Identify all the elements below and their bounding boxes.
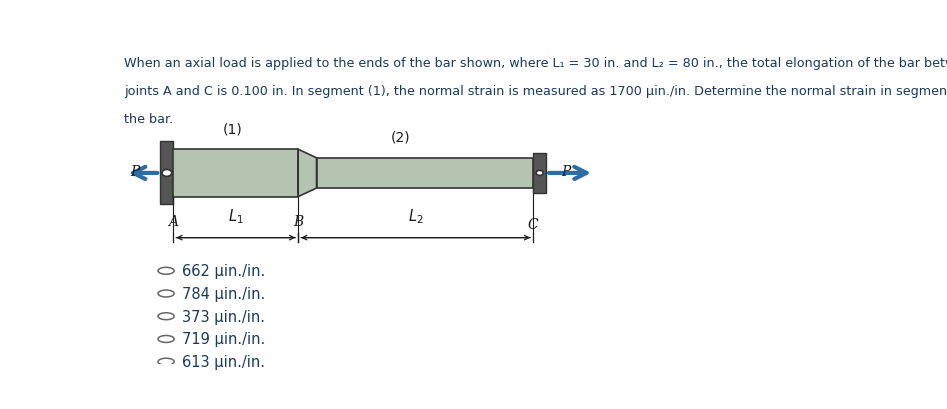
Text: joints A and C is 0.100 in. In segment (1), the normal strain is measured as 170: joints A and C is 0.100 in. In segment (…	[124, 85, 947, 98]
Text: P: P	[562, 165, 571, 179]
Text: $L_2$: $L_2$	[408, 207, 423, 225]
Bar	[173, 150, 298, 197]
Text: C: C	[527, 218, 538, 231]
Circle shape	[158, 267, 174, 274]
Text: 662 μin./in.: 662 μin./in.	[182, 264, 265, 279]
Text: (2): (2)	[391, 130, 411, 144]
Bar	[160, 142, 173, 205]
Circle shape	[158, 313, 174, 320]
Text: 373 μin./in.: 373 μin./in.	[182, 309, 265, 324]
Text: 719 μin./in.: 719 μin./in.	[182, 332, 265, 346]
Circle shape	[158, 336, 174, 343]
Text: 613 μin./in.: 613 μin./in.	[182, 354, 265, 369]
Text: P: P	[130, 165, 139, 179]
Text: B: B	[293, 214, 303, 228]
Polygon shape	[298, 150, 316, 197]
Text: A: A	[169, 214, 178, 228]
Ellipse shape	[536, 171, 544, 176]
Ellipse shape	[162, 170, 171, 177]
Bar	[316, 158, 533, 189]
Text: the bar.: the bar.	[124, 112, 173, 125]
Circle shape	[158, 290, 174, 297]
Circle shape	[158, 358, 174, 365]
Text: (1): (1)	[223, 122, 242, 136]
Text: When an axial load is applied to the ends of the bar shown, where L₁ = 30 in. an: When an axial load is applied to the end…	[124, 57, 947, 70]
Text: 784 μin./in.: 784 μin./in.	[182, 286, 265, 301]
Text: $L_1$: $L_1$	[228, 207, 243, 225]
Bar	[533, 154, 546, 193]
